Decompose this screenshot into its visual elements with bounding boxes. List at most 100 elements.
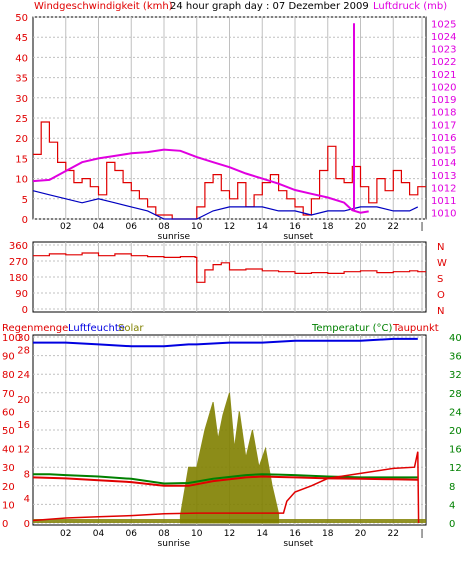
panel-wind-x-tick: 10 (191, 222, 203, 232)
panel-climate-sunrise-label: sunrise (158, 539, 191, 549)
pressure-tick-label: 1017 (431, 120, 456, 131)
temperature-tick-label: 36 (449, 352, 462, 363)
panel-climate-x-tick: 14 (257, 529, 269, 539)
panel-climate-x-tick: 10 (191, 529, 203, 539)
direction-tick-label: 270 (9, 257, 28, 268)
pressure-tick-label: 1015 (431, 146, 456, 157)
rain-tick-label: 16 (17, 420, 30, 431)
panel-wind-x-tick: 18 (322, 222, 334, 232)
pressure-tick-label: 1016 (431, 133, 456, 144)
panel-climate-x-tick: 22 (388, 529, 399, 539)
wind-tick-label: 15 (15, 154, 28, 165)
compass-label-o: O (437, 290, 445, 301)
wind-tick-label: 30 (15, 94, 28, 105)
pressure-tick-label: 1019 (431, 95, 456, 106)
series-dewpoint (32, 475, 418, 487)
panel-wind-sunset-label: sunset (283, 232, 313, 242)
panel-wind-x-tick: 08 (158, 222, 170, 232)
pressure-tick-label: 1025 (431, 19, 456, 30)
label-rain: Regenmenge (2, 323, 68, 334)
pressure-tick-label: 1020 (431, 82, 456, 93)
compass-label-w: W (437, 258, 447, 269)
panel-climate-x-tick: 18 (322, 529, 334, 539)
compass-label-s: S (437, 274, 443, 285)
temperature-tick-label: 20 (449, 426, 462, 437)
humidity-tick-label: 70 (2, 389, 15, 400)
pressure-tick-label: 1010 (431, 209, 456, 220)
humidity-tick-label: 80 (2, 370, 15, 381)
pressure-tick-label: 1013 (431, 171, 456, 182)
series-wind-speed (33, 121, 426, 220)
panel-climate-x-tick: 16 (289, 529, 301, 539)
wind-tick-label: 25 (15, 114, 28, 125)
series-humidity (33, 337, 418, 348)
series-solar-baseline (33, 519, 426, 523)
humidity-tick-label: 20 (2, 482, 15, 493)
pressure-tick-label: 1011 (431, 196, 456, 207)
series-temperature (33, 473, 418, 485)
panel-climate-x-tick: 08 (158, 529, 170, 539)
compass-label-n-bottom: N (437, 306, 444, 317)
label-dewpoint: Taupunkt (392, 323, 439, 334)
wind-tick-label: 20 (15, 134, 28, 145)
panel-climate-x-tick: 12 (224, 529, 235, 539)
pressure-tick-label: 1014 (431, 158, 456, 169)
panel-wind-x-tick: 22 (388, 222, 399, 232)
compass-label-n-top: N (437, 242, 444, 253)
pressure-tick-label: 1023 (431, 45, 456, 56)
rain-tick-label: 24 (17, 370, 30, 381)
direction-tick-label: 180 (9, 273, 28, 284)
panel-climate-sunset-label: sunset (283, 539, 313, 549)
panel-wind-x-tick: 16 (289, 222, 301, 232)
panel-wind-x-tick: | (420, 222, 423, 232)
header-pressure-label: Luftdruck (mb) (373, 1, 447, 12)
rain-tick-label: 12 (17, 445, 30, 456)
panel-wind-sunrise-label: sunrise (158, 232, 191, 242)
series-solar (179, 392, 280, 524)
pressure-tick-label: 1012 (431, 183, 456, 194)
temperature-tick-label: 32 (449, 370, 462, 381)
panel-wind-x-tick: 20 (355, 222, 367, 232)
temperature-tick-label: 28 (449, 389, 462, 400)
wind-tick-label: 0 (22, 215, 28, 226)
temperature-tick-label: 16 (449, 445, 462, 456)
label-temperature: Temperatur (°C) (311, 323, 392, 334)
temperature-tick-label: 12 (449, 463, 462, 474)
panel-climate-x-tick: 20 (355, 529, 367, 539)
panel-climate-x-tick: 02 (60, 529, 71, 539)
humidity-tick-label: 90 (2, 352, 15, 363)
series-rain (32, 451, 420, 524)
rain-tick-label: 4 (24, 494, 30, 505)
wind-tick-label: 40 (15, 53, 28, 64)
rain-tick-label: 28 (17, 345, 30, 356)
wind-tick-label: 35 (15, 74, 28, 85)
humidity-tick-label: 60 (2, 407, 15, 418)
direction-tick-label: 0 (22, 305, 28, 316)
temperature-tick-label: 4 (449, 500, 455, 511)
humidity-tick-label: 40 (2, 445, 15, 456)
pressure-tick-label: 1021 (431, 70, 456, 81)
humidity-tick-label: 30 (2, 463, 15, 474)
rain-tick-label: 20 (17, 395, 30, 406)
wind-tick-label: 50 (15, 13, 28, 24)
panel-wind-x-tick: 14 (257, 222, 269, 232)
panel-climate-x-tick: 06 (126, 529, 138, 539)
rain-tick-label: 8 (24, 469, 30, 480)
panel-wind-x-tick: 02 (60, 222, 71, 232)
chart-marks: 0510152025303540455010101011101210131014… (2, 13, 462, 549)
humidity-tick-label: 50 (2, 426, 15, 437)
panel-climate-x-tick: | (420, 529, 423, 539)
rain-tick-label: 0 (24, 519, 30, 530)
header-wind-label: Windgeschwindigkeit (kmh) (34, 1, 173, 12)
pressure-tick-label: 1022 (431, 57, 456, 68)
label-solar: Solar (118, 323, 144, 334)
series-wind-average (32, 190, 419, 220)
label-humidity: Luftfeuchte (68, 323, 125, 334)
wind-tick-label: 5 (22, 195, 28, 206)
wind-tick-label: 45 (15, 33, 28, 44)
panel-climate-x-tick: 04 (93, 529, 105, 539)
direction-tick-label: 360 (9, 241, 28, 252)
rain-tick-label: 30 (17, 333, 30, 344)
